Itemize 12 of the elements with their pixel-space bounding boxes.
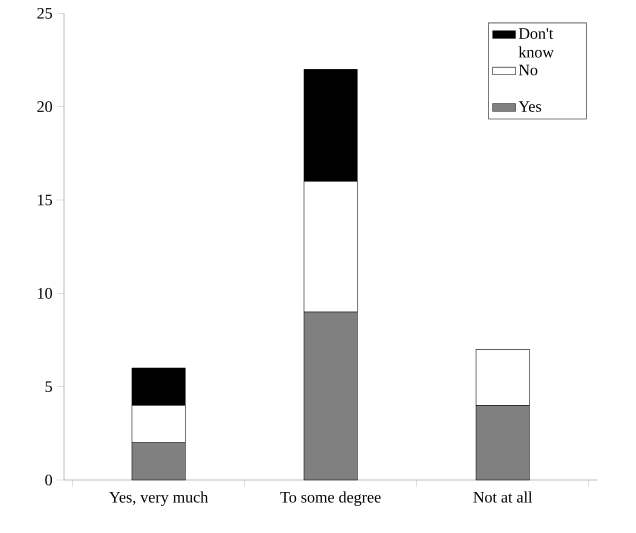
y-tick-label: 10 <box>38 288 52 299</box>
x-tick-label: To some degree <box>280 491 381 506</box>
legend-label: No <box>518 64 538 76</box>
y-tick-label: 0 <box>45 474 52 486</box>
y-tick-label: 25 <box>37 8 52 19</box>
x-tick-label: Yes, very much <box>109 491 208 506</box>
y-tick-label: 20 <box>37 101 52 112</box>
y-tick-label: 15 <box>38 194 52 206</box>
y-tick-label: 5 <box>46 381 52 392</box>
legend-label: Yes <box>518 101 542 112</box>
x-tick-label: Not at all <box>473 491 532 502</box>
legend-label: Don't know <box>518 28 554 58</box>
